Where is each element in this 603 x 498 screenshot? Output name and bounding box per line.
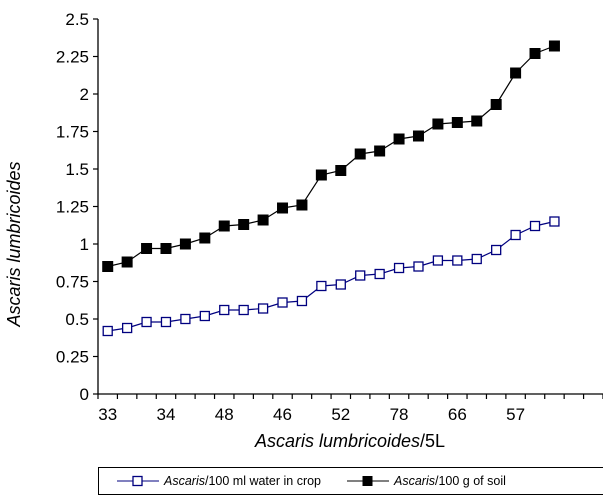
data-point [199, 232, 211, 244]
data-point [548, 40, 560, 52]
y-tick-label: 1.25 [56, 198, 89, 217]
y-tick-label: 0.75 [56, 273, 89, 292]
legend-series-1-italic: Ascaris [164, 474, 205, 488]
legend-series-2-italic: Ascaris [394, 474, 435, 488]
data-point [452, 255, 463, 266]
line-chart: 0 0.25 0.5 0.75 1 1.25 1.5 1.75 2 2.25 2.5 33 34 48 46… [4, 10, 603, 451]
x-tick-label: 66 [448, 405, 467, 424]
filled-square-marker-icon [347, 476, 390, 486]
legend-series-2-suffix: /100 g of soil [435, 474, 506, 488]
x-tick-label: 57 [506, 405, 525, 424]
y-tick-label: 1.75 [56, 123, 89, 142]
legend-series-1-suffix: /100 ml water in crop [204, 474, 322, 488]
series-1 [102, 216, 560, 337]
series-line [107, 220, 555, 332]
data-point [315, 169, 327, 181]
y-tick-label: 1.5 [65, 160, 89, 179]
data-point [102, 261, 114, 272]
data-point [277, 202, 289, 214]
data-point [160, 316, 172, 328]
data-point [471, 253, 482, 265]
data-point [219, 304, 230, 316]
data-point [257, 303, 269, 314]
series-layer [102, 40, 560, 337]
data-point [490, 99, 502, 110]
data-point [529, 48, 541, 59]
data-point [218, 220, 230, 232]
data-point [355, 270, 366, 281]
data-point [238, 219, 250, 230]
data-point [413, 261, 424, 272]
data-point [471, 115, 483, 127]
data-point [335, 165, 347, 176]
y-tick-label: 2.25 [56, 48, 89, 67]
axes: 0 0.25 0.5 0.75 1 1.25 1.5 1.75 2 2.25 2.5 33 34 48 46… [56, 10, 603, 424]
data-point [529, 220, 541, 232]
y-tick-label: 0 [80, 385, 89, 404]
x-tick-label: 48 [215, 405, 234, 424]
y-tick-label: 2.5 [65, 10, 89, 29]
x-tick-label: 78 [390, 405, 409, 424]
data-point [335, 279, 346, 290]
data-point [374, 268, 385, 280]
data-point [432, 255, 444, 266]
data-point [354, 148, 366, 160]
data-point [549, 216, 560, 227]
data-point [179, 238, 191, 250]
y-axis-label: Ascaris lumbricoides [4, 161, 24, 327]
data-point [412, 130, 424, 142]
y-tick-label: 1 [80, 235, 89, 254]
legend-item-soil: Ascaris/100 g of soil [347, 474, 506, 488]
legend: Ascaris/100 ml water in crop Ascaris/100… [98, 467, 603, 495]
x-tick-label: 46 [273, 405, 292, 424]
y-tick-label: 0.5 [65, 310, 89, 329]
data-point [510, 67, 522, 79]
data-point [432, 118, 444, 130]
data-point [102, 325, 113, 337]
data-point [491, 244, 502, 256]
x-axis-label: Ascaris lumbricoides/5L [254, 431, 445, 451]
data-point [141, 316, 152, 328]
data-point [160, 243, 172, 254]
data-point [121, 322, 133, 334]
data-point [238, 304, 249, 316]
data-point [199, 310, 210, 322]
data-point [316, 280, 327, 292]
data-point [277, 297, 288, 308]
series-line [107, 45, 555, 268]
legend-item-water: Ascaris/100 ml water in crop [117, 474, 321, 488]
data-point [296, 199, 308, 211]
x-tick-label: 33 [98, 405, 117, 424]
y-tick-label: 2 [80, 85, 89, 104]
x-tick-label: 52 [331, 405, 350, 424]
open-square-marker-icon [117, 475, 159, 487]
data-point [510, 229, 521, 241]
data-point [141, 243, 153, 254]
data-point [451, 117, 463, 128]
series-2 [102, 40, 560, 272]
data-point [257, 214, 269, 226]
data-point [393, 133, 405, 145]
data-point [374, 145, 386, 157]
data-point [180, 313, 191, 325]
x-tick-label: 34 [157, 405, 176, 424]
data-point [121, 256, 133, 268]
data-point [393, 262, 405, 274]
data-point [296, 295, 308, 307]
y-tick-label: 0.25 [56, 348, 89, 367]
